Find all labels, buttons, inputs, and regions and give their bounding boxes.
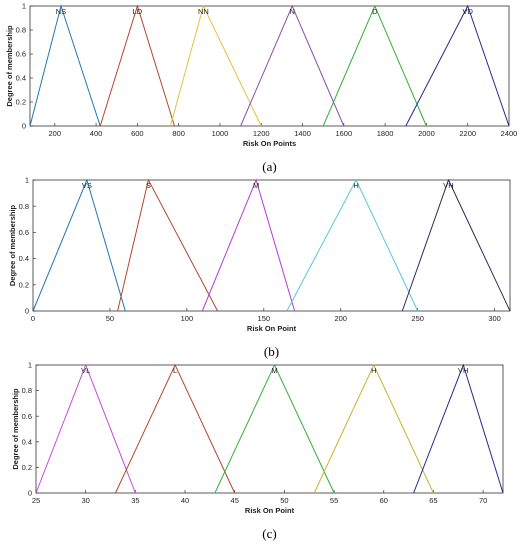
x-axis-label: Risk On Point — [245, 506, 295, 515]
series-label-nn: NN — [198, 7, 209, 16]
y-axis-label: Degree of membership — [11, 388, 20, 470]
x-tick-label: 300 — [488, 314, 501, 323]
y-tick-label: 0.6 — [19, 228, 29, 237]
membership-line-ld — [99, 4, 175, 127]
y-tick-label: 0.2 — [19, 280, 29, 289]
y-tick-label: 1 — [25, 176, 29, 185]
series-label-vh: VH — [443, 181, 453, 190]
series-label-ns: NS — [56, 7, 66, 16]
membership-line-s — [117, 178, 219, 312]
x-tick-label: 100 — [181, 314, 194, 323]
y-tick-label: 0.4 — [16, 74, 26, 83]
y-tick-label: 1 — [22, 2, 26, 11]
x-tick-label: 400 — [90, 129, 103, 138]
x-tick-label: 70 — [479, 496, 487, 505]
x-tick-label: 1000 — [212, 129, 229, 138]
panel-label: (a) — [262, 159, 276, 174]
membership-line-h — [313, 363, 434, 494]
x-tick-label: 55 — [330, 496, 338, 505]
x-tick-label: 45 — [231, 496, 239, 505]
x-tick-label: 250 — [411, 314, 424, 323]
y-tick-label: 0.4 — [19, 254, 29, 263]
x-tick-label: 150 — [258, 314, 271, 323]
membership-line-m — [214, 363, 335, 494]
y-tick-label: 0.8 — [16, 26, 26, 35]
x-tick-label: 0 — [31, 314, 35, 323]
series-label-m: M — [253, 181, 259, 190]
y-tick-label: 1 — [28, 361, 32, 370]
x-tick-label: 200 — [334, 314, 347, 323]
series-label-l: L — [173, 366, 177, 375]
x-tick-label: 35 — [131, 496, 139, 505]
x-tick-label: 30 — [82, 496, 90, 505]
membership-line-h — [286, 178, 419, 312]
membership-line-d — [322, 4, 427, 127]
x-tick-label: 200 — [49, 129, 62, 138]
x-tick-label: 1400 — [294, 129, 311, 138]
x-tick-label: 800 — [172, 129, 185, 138]
x-tick-label: 40 — [181, 496, 189, 505]
series-label-n: N — [290, 7, 295, 16]
series-label-vs: VS — [82, 181, 92, 190]
y-tick-label: 0 — [28, 489, 32, 498]
plot-frame — [32, 179, 511, 312]
x-axis-label: Risk On Point — [247, 324, 297, 333]
y-tick-label: 0 — [25, 307, 29, 316]
x-tick-label: 2400 — [501, 129, 518, 138]
membership-line-n — [240, 4, 345, 127]
membership-line-vh — [401, 178, 511, 312]
y-tick-label: 0.2 — [22, 463, 32, 472]
membership-line-vh — [413, 363, 504, 494]
series-label-vh: VH — [458, 366, 468, 375]
membership-line-l — [115, 363, 236, 494]
membership-line-vs — [32, 178, 126, 312]
plot-frame — [29, 5, 510, 127]
series-label-vl: VL — [81, 366, 90, 375]
y-tick-label: 0.6 — [16, 50, 26, 59]
y-tick-label: 0.2 — [16, 98, 26, 107]
y-tick-label: 0.8 — [19, 202, 29, 211]
series-label-d: D — [372, 7, 378, 16]
series-label-h: H — [371, 366, 376, 375]
x-tick-label: 1800 — [377, 129, 394, 138]
x-tick-label: 2200 — [459, 129, 476, 138]
y-tick-label: 0.6 — [22, 412, 32, 421]
x-axis-label: Risk On Points — [243, 139, 296, 148]
y-tick-label: 0 — [22, 122, 26, 131]
y-tick-label: 0.8 — [22, 386, 32, 395]
series-label-m: M — [271, 366, 277, 375]
series-label-vd: VD — [462, 7, 473, 16]
x-tick-label: 50 — [106, 314, 114, 323]
chart-panel-3: 0 0.2 0.4 0.6 0.8 1 25 30 35 40 45 50 55 60 65 70 Risk O… — [11, 361, 504, 541]
y-axis-label: Degree of membership — [5, 25, 14, 107]
x-tick-label: 60 — [380, 496, 388, 505]
x-tick-label: 25 — [32, 496, 40, 505]
series-label-s: S — [146, 181, 151, 190]
x-tick-label: 2000 — [418, 129, 435, 138]
x-tick-label: 50 — [280, 496, 288, 505]
membership-line-m — [201, 178, 296, 312]
panel-label: (b) — [264, 344, 279, 359]
plot-frame — [35, 364, 504, 494]
x-tick-label: 600 — [131, 129, 144, 138]
x-tick-label: 1600 — [335, 129, 352, 138]
y-axis-label: Degree of membership — [8, 204, 17, 286]
panel-label: (c) — [262, 526, 276, 541]
x-tick-label: 1200 — [253, 129, 270, 138]
y-tick-label: 0.4 — [22, 437, 32, 446]
membership-line-vl — [35, 363, 136, 494]
membership-line-ns — [29, 4, 101, 127]
series-label-ld: LD — [133, 7, 143, 16]
membership-line-vd — [405, 4, 510, 127]
x-tick-label: 65 — [429, 496, 437, 505]
series-label-h: H — [353, 181, 358, 190]
chart-panel-2: 0 0.2 0.4 0.6 0.8 1 0 50 100 150 200 250 300 Risk On … — [8, 176, 511, 359]
membership-line-nn — [169, 4, 262, 127]
